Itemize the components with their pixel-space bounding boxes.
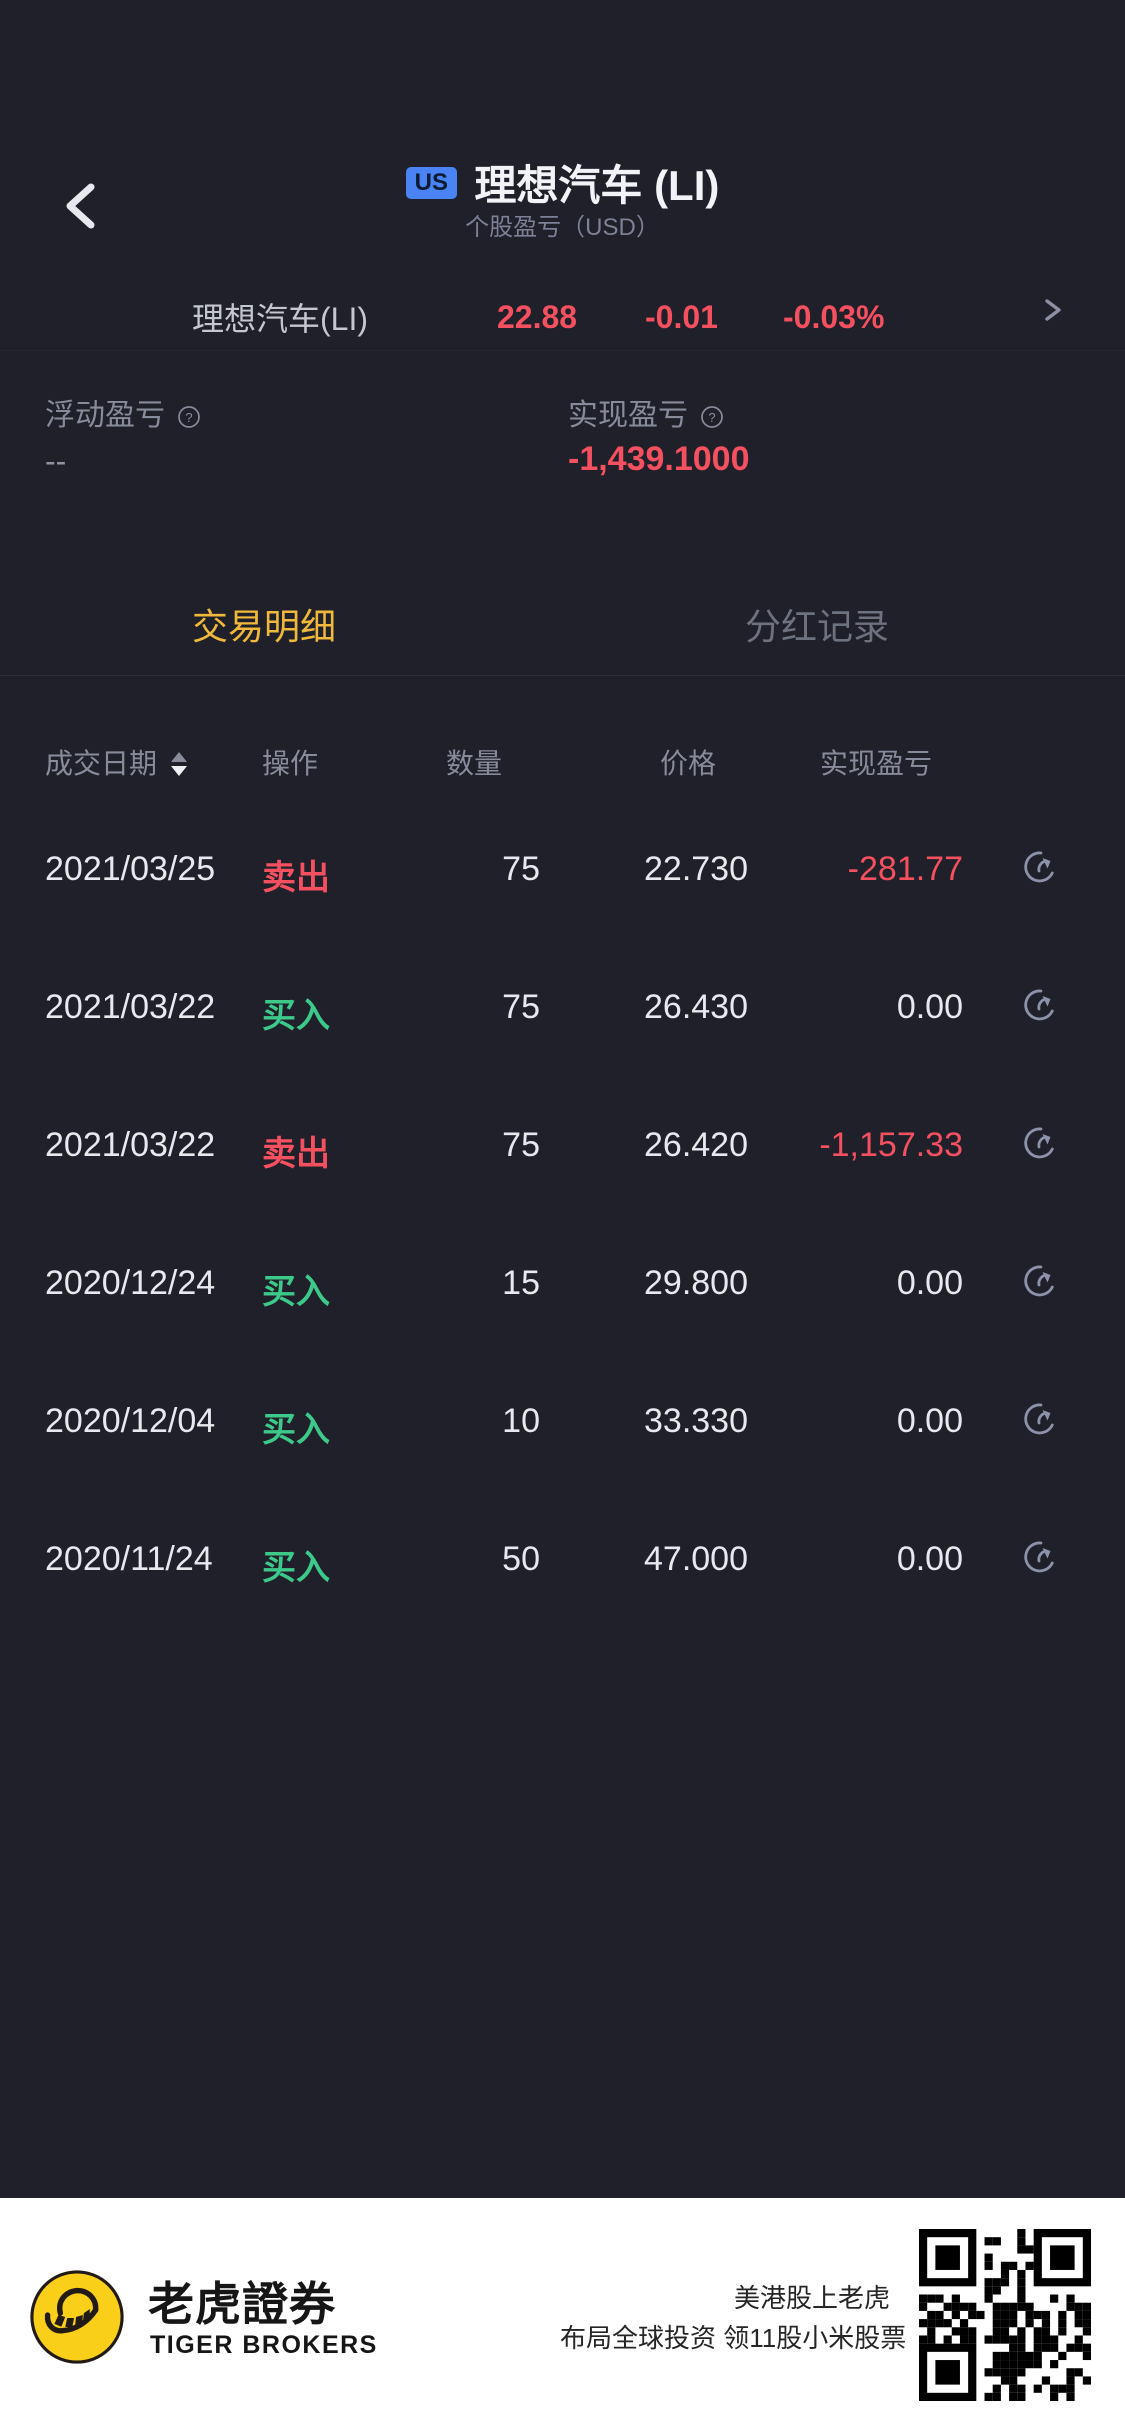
svg-text:?: ? bbox=[709, 410, 716, 425]
svg-text:?: ? bbox=[186, 410, 193, 425]
